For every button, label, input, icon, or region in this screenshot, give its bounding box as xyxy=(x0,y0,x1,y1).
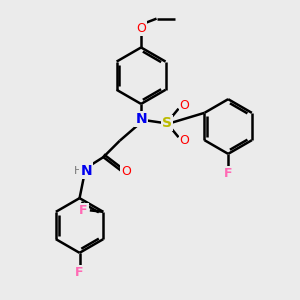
Text: O: O xyxy=(179,99,189,112)
Text: O: O xyxy=(121,165,131,178)
Text: S: S xyxy=(162,116,172,130)
Text: H: H xyxy=(74,166,82,176)
Text: N: N xyxy=(80,164,92,178)
Text: O: O xyxy=(179,134,189,147)
Text: N: N xyxy=(135,112,147,126)
Text: F: F xyxy=(79,204,88,217)
Text: F: F xyxy=(75,266,84,279)
Text: O: O xyxy=(136,22,146,35)
Text: F: F xyxy=(224,167,233,180)
